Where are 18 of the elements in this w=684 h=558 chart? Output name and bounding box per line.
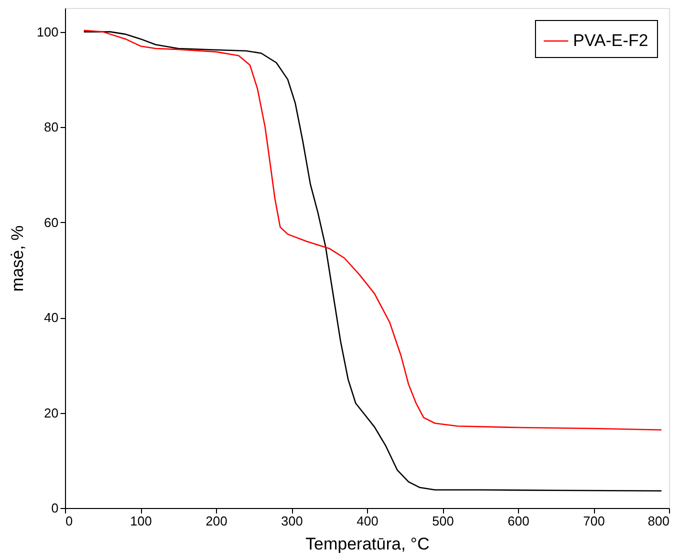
x-axis-title: Temperatūra, °C	[306, 534, 430, 554]
x-tick-label: 0	[66, 514, 73, 528]
x-tick-label: 400	[356, 514, 378, 528]
x-tick-label: 200	[206, 514, 228, 528]
x-tick-label: 600	[508, 514, 530, 528]
y-tick-label: 40	[44, 310, 58, 326]
y-tick-label: 0	[51, 500, 58, 516]
y-axis-title: masė, %	[8, 225, 27, 292]
y-tick-label: 80	[44, 120, 58, 135]
x-tick-label: 800	[648, 514, 670, 528]
legend-label: PVA-E-F2	[573, 31, 648, 50]
x-tick-label: 300	[281, 514, 303, 528]
x-tick-label: 500	[432, 514, 454, 528]
y-tick-label: 60	[44, 214, 58, 230]
y-tick-label: 100	[36, 24, 58, 40]
x-tick-label: 700	[583, 514, 605, 528]
y-tick-label: 20	[44, 405, 58, 420]
x-tick-label: 100	[130, 514, 152, 528]
